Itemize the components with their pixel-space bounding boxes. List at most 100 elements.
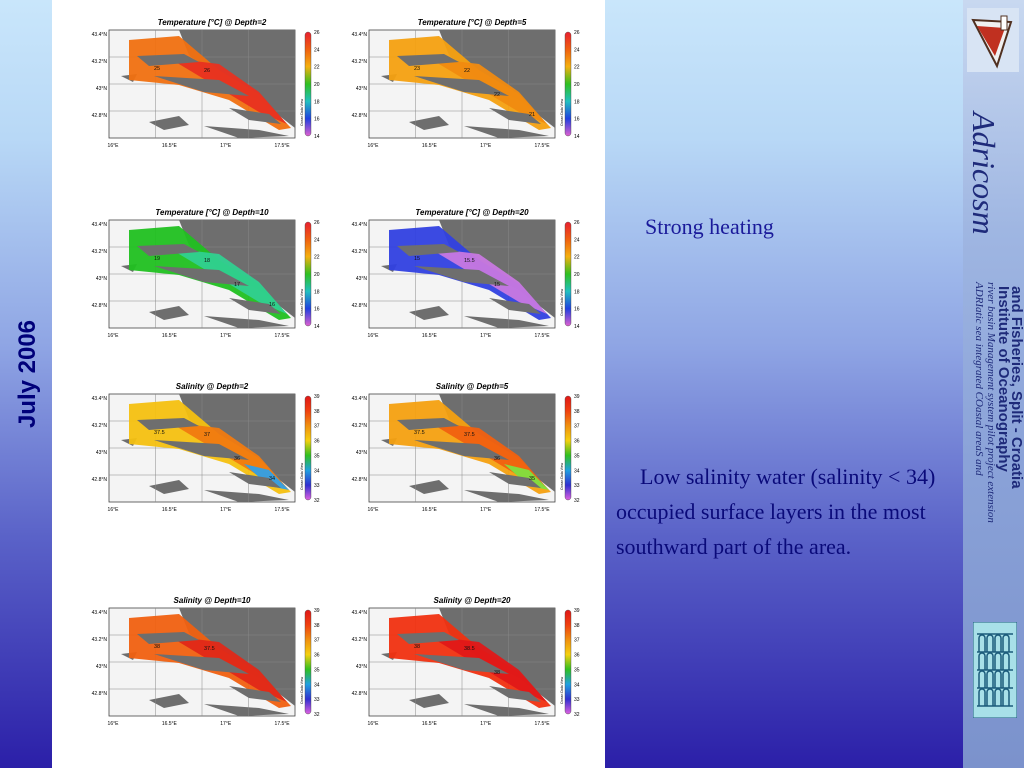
lat-tick-label: 43.4°N (352, 610, 368, 616)
lat-tick-label: 42.8°N (352, 303, 368, 309)
institute-line-2: and Fisheries, Split - Croatia (1008, 286, 1024, 489)
contour-label: 21 (529, 112, 535, 118)
color-scale-tick: 32 (314, 712, 320, 718)
island-shape (149, 116, 189, 130)
island-shape (397, 632, 459, 644)
island-shape (229, 472, 281, 488)
lat-tick-label: 43.4°N (92, 222, 108, 228)
contour-label: 34 (269, 476, 275, 482)
contour-label: 19 (154, 256, 160, 262)
color-scale-tick: 26 (574, 220, 580, 226)
island-shape (154, 654, 249, 674)
lon-tick-label: 17°E (480, 333, 492, 339)
color-scale-tick: 38 (574, 409, 580, 415)
contour-label: 18 (204, 258, 210, 264)
color-scale-tick: 33 (574, 697, 580, 703)
island-shape (414, 266, 509, 286)
color-scale-tick: 16 (574, 307, 580, 313)
lat-tick-label: 43.2°N (92, 423, 108, 429)
contour-label: 38 (414, 644, 420, 650)
lon-tick-label: 17°E (480, 507, 492, 513)
contour-label: 15.5 (464, 258, 475, 264)
map-svg: Salinity @ Depth=5 37.5 37.5 36 35 43.4°N 43.2… (352, 382, 580, 513)
lon-tick-label: 17.5°E (275, 143, 291, 149)
contour-label: 15 (494, 282, 500, 288)
lon-tick-label: 16°E (368, 721, 380, 727)
lat-tick-label: 43.2°N (352, 249, 368, 255)
island-shape (149, 306, 189, 320)
color-scale-tick: 16 (314, 117, 320, 123)
map-title: Temperature [°C] @ Depth=5 (418, 18, 527, 27)
contour-label: 36 (234, 456, 240, 462)
lon-tick-label: 16.5°E (162, 721, 178, 727)
sea-field-south (504, 464, 549, 490)
island-shape (414, 654, 509, 674)
color-scale-tick: 39 (314, 608, 320, 614)
color-scale-tick: 20 (574, 272, 580, 278)
color-scale-tick: 34 (314, 682, 320, 688)
lon-tick-label: 17.5°E (535, 143, 551, 149)
brand-adricosm: Adricosm (966, 112, 1002, 235)
color-scale-bar (304, 609, 312, 715)
lat-tick-label: 42.8°N (352, 477, 368, 483)
contour-label: 38 (494, 670, 500, 676)
contour-label: 15 (414, 256, 420, 262)
lat-tick-label: 43°N (96, 664, 108, 670)
institute-line-1: Institute of Oceanography (995, 286, 1012, 472)
color-scale-tick: 36 (574, 653, 580, 659)
lon-tick-label: 16.5°E (162, 333, 178, 339)
lat-tick-label: 43.2°N (352, 637, 368, 643)
island-shape (409, 694, 449, 708)
odv-label: Ocean Data View (560, 288, 564, 316)
island-shape (489, 298, 541, 314)
map-panel: Salinity @ Depth=20 38 38.5 38 43.4°N 43.2°N 4… (347, 592, 597, 742)
contour-label: 35 (529, 476, 535, 482)
odv-label: Ocean Data View (300, 462, 304, 490)
color-scale-tick: 37 (314, 424, 320, 430)
map-title: Salinity @ Depth=10 (174, 596, 251, 605)
color-scale-bar (564, 609, 572, 715)
lat-tick-label: 42.8°N (92, 303, 108, 309)
color-scale-tick: 24 (314, 47, 320, 53)
map-title: Salinity @ Depth=2 (176, 382, 249, 391)
lon-tick-label: 16°E (108, 333, 120, 339)
lon-tick-label: 16°E (108, 143, 120, 149)
color-scale-tick: 34 (574, 468, 580, 474)
island-shape (137, 54, 199, 66)
color-scale-tick: 39 (574, 608, 580, 614)
project-line-2: river basin Management system pilot proj… (985, 282, 997, 523)
island-shape (397, 418, 459, 430)
color-scale-tick: 33 (314, 697, 320, 703)
contour-label: 37.5 (414, 430, 425, 436)
lat-tick-label: 43.2°N (92, 59, 108, 65)
lat-tick-label: 42.8°N (92, 113, 108, 119)
map-svg: Salinity @ Depth=20 38 38.5 38 43.4°N 43.2°N 4… (352, 596, 580, 727)
lat-tick-label: 42.8°N (352, 113, 368, 119)
lat-tick-label: 43.4°N (92, 32, 108, 38)
island-shape (229, 298, 281, 314)
color-scale-tick: 38 (314, 623, 320, 629)
lon-tick-label: 17.5°E (275, 333, 291, 339)
lon-tick-label: 17°E (220, 721, 232, 727)
map-svg: Salinity @ Depth=2 37.5 37 36 34 43.4°N 43.2°N… (92, 382, 320, 513)
lon-tick-label: 17.5°E (535, 721, 551, 727)
lon-tick-label: 16°E (368, 507, 380, 513)
color-scale-tick: 14 (314, 324, 320, 330)
color-scale-tick: 34 (574, 682, 580, 688)
island-shape (464, 490, 549, 502)
color-scale-tick: 22 (574, 65, 580, 71)
lon-tick-label: 16.5°E (422, 507, 438, 513)
color-scale-tick: 36 (314, 653, 320, 659)
color-scale-tick: 33 (574, 483, 580, 489)
color-scale-tick: 26 (314, 30, 320, 36)
island-shape (154, 440, 249, 460)
map-panel: Temperature [°C] @ Depth=10 19 18 17 16 43.4°… (87, 204, 337, 354)
contour-label: 36 (494, 456, 500, 462)
lon-tick-label: 16.5°E (422, 143, 438, 149)
lon-tick-label: 17°E (480, 721, 492, 727)
color-scale-bar (564, 221, 572, 327)
island-shape (397, 244, 459, 256)
color-scale-tick: 22 (574, 255, 580, 261)
color-scale-tick: 18 (314, 289, 320, 295)
institute-building-icon (973, 622, 1017, 718)
